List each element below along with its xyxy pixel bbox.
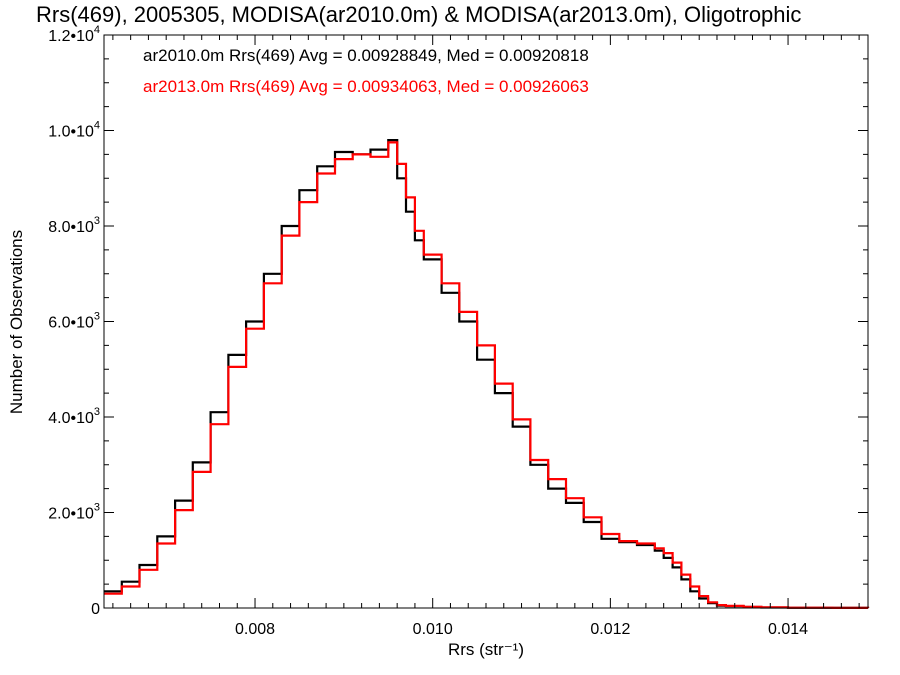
y-tick-label: 0 bbox=[91, 601, 100, 618]
legend-entry-ar2010: ar2010.0m Rrs(469) Avg = 0.00928849, Med… bbox=[143, 46, 589, 65]
series-line-ar2013.0m bbox=[104, 141, 870, 609]
y-tick-label: 6.0•103 bbox=[48, 311, 100, 332]
x-tick-label: 0.008 bbox=[235, 621, 275, 638]
y-tick-label: 8.0•103 bbox=[48, 215, 100, 236]
y-tick-label: 4.0•103 bbox=[48, 406, 100, 427]
x-tick-label: 0.014 bbox=[768, 621, 808, 638]
x-tick-label: 0.012 bbox=[590, 621, 630, 638]
y-tick-label: 1.0•104 bbox=[48, 120, 100, 141]
x-axis: 0.008 0.010 0.012 0.014 bbox=[112, 35, 860, 638]
x-axis-label: Rrs (str⁻¹) bbox=[448, 640, 524, 659]
y-tick-label: 1.2•104 bbox=[48, 24, 100, 45]
y-axis: 0 2.0•103 4.0•103 6.0•103 8.0•103 1.0•104 1.2•… bbox=[48, 24, 868, 618]
y-axis-label: Number of Observations bbox=[7, 230, 26, 414]
x-tick-label: 0.010 bbox=[413, 621, 453, 638]
chart-title: Rrs(469), 2005305, MODISA(ar2010.0m) & M… bbox=[36, 2, 801, 27]
legend-entry-ar2013: ar2013.0m Rrs(469) Avg = 0.00934063, Med… bbox=[143, 77, 589, 96]
series-layer bbox=[104, 139, 870, 609]
y-tick-label: 2.0•103 bbox=[48, 502, 100, 523]
